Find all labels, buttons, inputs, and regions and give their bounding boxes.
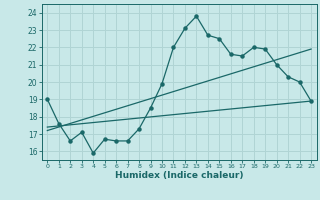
X-axis label: Humidex (Indice chaleur): Humidex (Indice chaleur) — [115, 171, 244, 180]
